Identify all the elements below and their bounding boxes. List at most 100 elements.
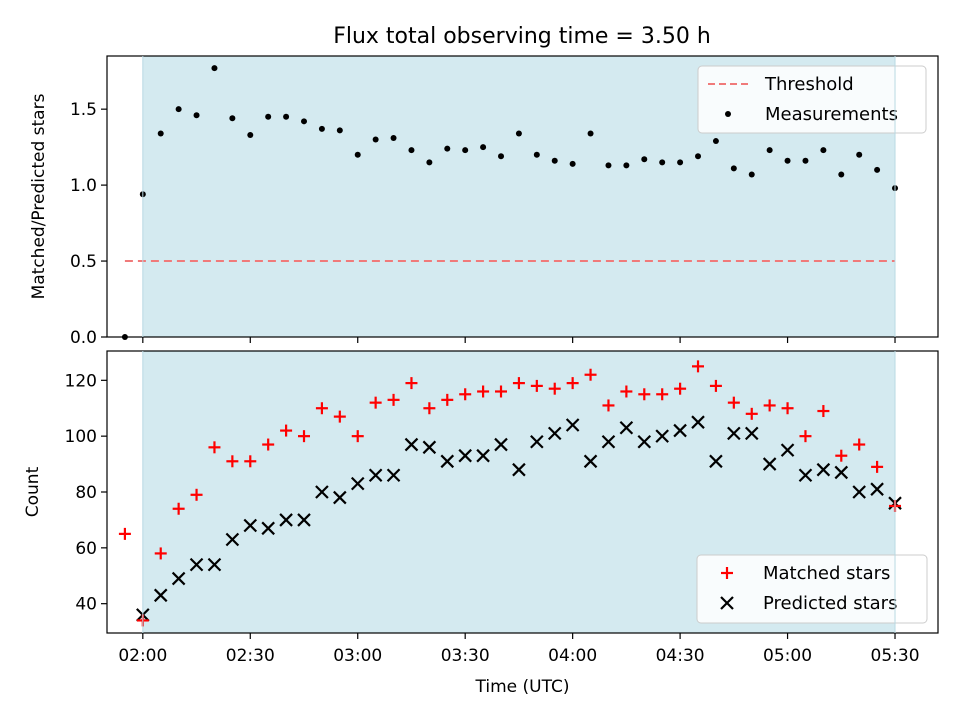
predicted-star-point [709, 454, 723, 469]
bottom-x-tick-label: 02:00 [118, 646, 167, 666]
measurement-point [283, 113, 290, 120]
bottom-y-tick-label: 60 [75, 539, 97, 559]
measurement-point [659, 159, 666, 166]
chart-title: Flux total observing time = 3.50 h [333, 24, 711, 49]
measurement-point [802, 157, 809, 164]
predicted-star-point [744, 426, 759, 441]
measurement-point [605, 162, 612, 169]
measurement-point [301, 118, 308, 125]
predicted-star-point [333, 490, 347, 505]
measurement-point [677, 159, 684, 166]
bottom-y-tick-label: 80 [75, 483, 97, 503]
bottom-y-tick-label: 40 [75, 595, 97, 615]
matched-star-point [638, 388, 651, 401]
matched-star-point [584, 368, 597, 381]
bottom-x-axis: 02:00 02:30 03:00 03:30 04:00 04:30 05:00 05:30 [118, 633, 920, 666]
measurement-point [193, 112, 200, 119]
measurement-point [480, 144, 487, 151]
measurement-point [784, 157, 791, 164]
top-legend-box [697, 65, 927, 134]
bottom-y-tick-label: 100 [65, 427, 97, 447]
top-y-axis-label: Matched/Predicted stars [29, 93, 49, 299]
measurement-point [551, 157, 558, 164]
matched-star-point [781, 402, 794, 415]
top-y-tick-label: 1.0 [70, 176, 97, 196]
bottom-y-axis: 40 60 80 100 120 [65, 371, 107, 615]
matched-star-point [154, 547, 167, 560]
predicted-star-point [637, 434, 652, 449]
matched-star-point [118, 527, 131, 540]
matched-star-point [387, 393, 400, 406]
bottom-x-tick-label: 03:00 [333, 646, 382, 666]
x-axis-label: Time (UTC) [475, 677, 570, 697]
matched-star-point [835, 449, 848, 462]
threshold-legend-label: Threshold [764, 74, 854, 95]
matched-star-point [477, 385, 490, 398]
predicted-star-point [870, 482, 884, 496]
bottom-panel: 40 60 80 100 120 02:00 02:30 03:00 03:30 04:00 04… [23, 350, 939, 697]
measurement-point [175, 106, 182, 113]
measurement-point [498, 153, 505, 160]
matched-star-point [244, 455, 257, 468]
predicted-legend-swatch [720, 596, 734, 610]
predicted-star-point [727, 426, 741, 441]
predicted-star-point [225, 532, 240, 547]
matched-star-point [853, 438, 866, 451]
measurement-point [838, 171, 845, 178]
bottom-y-axis-label: Count [23, 466, 43, 517]
measurement-point [856, 151, 863, 158]
predicted-star-point [834, 465, 849, 480]
measurement-point [641, 156, 648, 163]
predicted-star-point [404, 437, 419, 452]
predicted-star-point [243, 518, 258, 533]
predicted-star-point [780, 443, 795, 457]
matched-star-point [298, 430, 311, 443]
measurements-legend-swatch [725, 111, 731, 117]
matched-star-point [727, 396, 740, 409]
bottom-x-tick-label: 02:30 [226, 646, 275, 666]
predicted-star-point [619, 421, 634, 435]
measurement-point [444, 145, 451, 152]
predicted-star-point [440, 454, 455, 469]
predicted-star-point [816, 462, 831, 477]
predicted-star-point [762, 457, 777, 471]
bottom-x-tick-label: 03:30 [441, 646, 490, 666]
measurements-legend-label: Measurements [765, 104, 898, 125]
matched-star-point [459, 388, 472, 401]
matched-star-point [441, 393, 454, 406]
bottom-x-tick-label: 04:30 [656, 646, 705, 666]
measurement-point [712, 138, 719, 145]
matched-star-point [602, 399, 615, 412]
predicted-stars-series [136, 415, 902, 622]
predicted-star-point [655, 429, 669, 443]
matched-star-point [280, 424, 293, 437]
measurement-point [229, 115, 236, 122]
measurement-point [211, 65, 218, 72]
matched-star-point [172, 502, 185, 515]
measurement-point [766, 147, 773, 154]
matched-star-point [190, 488, 203, 501]
predicted-star-point [207, 557, 222, 572]
top-y-tick-label: 0.5 [70, 252, 97, 272]
top-plot-frame [106, 55, 939, 338]
matched-star-point [692, 360, 705, 373]
matched-star-point [817, 405, 830, 418]
predicted-star-point [189, 557, 204, 572]
bottom-y-tick-label: 120 [65, 371, 97, 391]
predicted-star-point [798, 468, 813, 483]
bottom-x-tick-label: 05:30 [871, 646, 920, 666]
measurement-point [748, 171, 755, 178]
predicted-star-point [583, 454, 598, 469]
predicted-star-point [458, 448, 472, 463]
predicted-star-point [476, 448, 490, 463]
matched-star-point [566, 377, 579, 390]
bottom-legend: Matched stars Predicted stars [696, 554, 928, 624]
predicted-star-point [368, 468, 383, 483]
measurement-point [426, 159, 433, 166]
predicted-star-point [279, 513, 293, 527]
measurement-point [390, 135, 397, 142]
measurement-point [157, 130, 164, 137]
measurement-point [247, 131, 254, 138]
predicted-star-point [153, 588, 168, 603]
